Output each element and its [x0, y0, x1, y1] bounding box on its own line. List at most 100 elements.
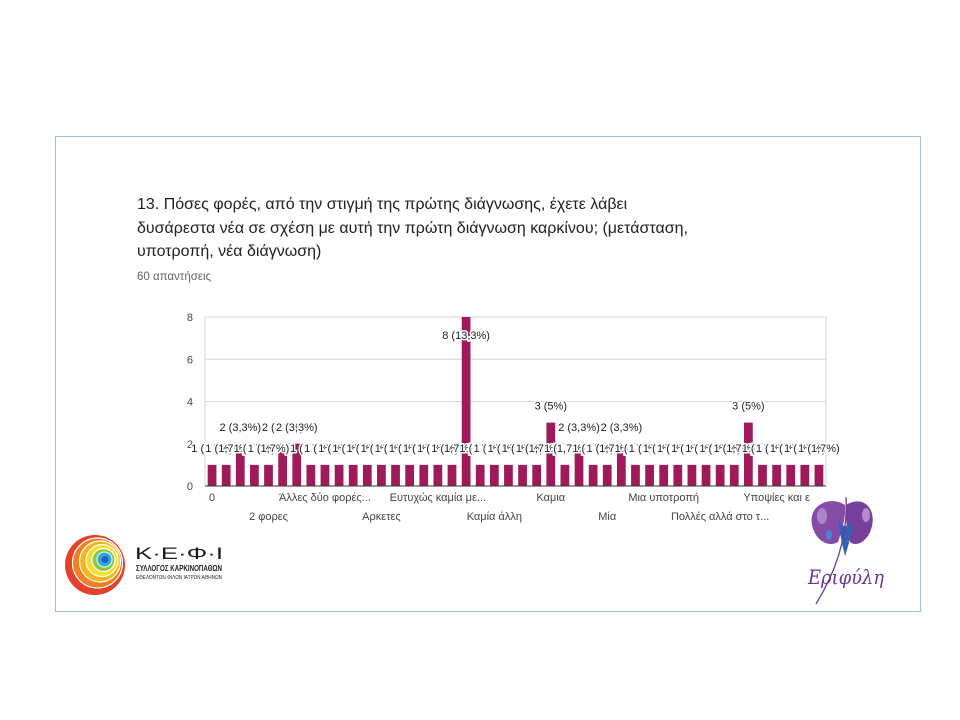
data-label: 1 (1,7%): [699, 443, 741, 455]
x-tick-label: Αρκετες: [362, 511, 401, 523]
data-label: 1 (1,7%): [516, 443, 558, 455]
y-tick-label: 2: [187, 439, 193, 451]
bar: [786, 464, 796, 486]
y-tick-label: 6: [187, 354, 193, 366]
bar: [772, 464, 781, 486]
shell-core: [101, 556, 109, 563]
data-label: 1 (1,7%): [205, 443, 247, 455]
data-label: 8 (13,3%): [442, 330, 490, 342]
bar: [391, 464, 400, 486]
data-label: 1 (1,7%): [248, 443, 290, 455]
bar: [574, 443, 584, 486]
y-tick-label: 0: [187, 481, 193, 493]
bar: [405, 464, 415, 486]
gridlines: [204, 316, 827, 486]
data-label: 1 (1,7%): [657, 443, 699, 455]
bar: [616, 443, 626, 486]
data-label: 1 (1,7%): [798, 443, 840, 455]
bar: [631, 464, 640, 486]
right-wing-accent: [862, 508, 870, 522]
response-count: 60 απαντήσεις: [137, 271, 212, 283]
bar: [292, 443, 302, 486]
x-tick-label: Πολλές αλλά στο τ...: [671, 511, 769, 523]
data-label: 1 (1,7%): [713, 443, 755, 455]
data-label: 1 (1,7%): [629, 443, 671, 455]
data-label: 1 (1,7%): [572, 443, 614, 455]
x-tick-label: Υποψίες και ε: [743, 492, 810, 504]
bar: [504, 464, 513, 486]
x-tick-label: Καμια: [536, 492, 565, 504]
data-label: 1 (1,7%): [474, 443, 516, 455]
data-label: 1 (1,7%): [290, 443, 332, 455]
x-tick-label: Μια υποτροπή: [628, 492, 699, 504]
x-tick-label: Άλλες δύο φορές...: [279, 492, 371, 504]
data-label: 2 (3,3%): [262, 422, 304, 434]
bar: [320, 464, 330, 486]
butterfly-figure-icon: [811, 496, 873, 605]
bar: [334, 464, 344, 486]
data-label: 1 (1,7%): [431, 443, 473, 455]
left-wing-accent: [817, 508, 827, 524]
bar: [758, 464, 767, 486]
bar: [659, 464, 669, 486]
x-tick-label: 2 φορες: [249, 511, 288, 523]
x-tick-label: Καμία άλλη: [467, 511, 522, 523]
bar: [235, 443, 245, 486]
bar: [602, 464, 612, 486]
data-label: 1 (1,7%): [643, 443, 685, 455]
data-label: 1 (1,7%): [685, 443, 727, 455]
data-label: 1 (1,7%): [347, 443, 389, 455]
y-tick-label: 4: [187, 397, 193, 409]
bar: [461, 317, 471, 486]
body-center: [838, 520, 853, 556]
data-label: 1 (1,7%): [318, 443, 360, 455]
bar: [207, 464, 217, 486]
data-label: 1 (1,7%): [488, 443, 530, 455]
bar: [729, 464, 739, 486]
data-label: 3 (5%): [535, 401, 567, 413]
data-label: 1 (1,7%): [784, 443, 826, 455]
data-label: 1 (1,7%): [389, 443, 431, 455]
x-tick-label: Ευτυχώς καμία με...: [390, 492, 486, 504]
kefi-logo: Κ·Ε·Φ·Ι ΣΥΛΛΟΓΟΣ ΚΑΡΚΙΝΟΠΑΘΩΝ ΕΘΕΛΟΝΤΩΝ …: [65, 535, 223, 595]
bar: [250, 464, 259, 486]
bar: [645, 464, 654, 486]
bar: [377, 464, 386, 486]
y-tick-label: 8: [187, 312, 193, 324]
data-label: 1 (1,7%): [403, 443, 445, 455]
chart-card-frame: [55, 136, 921, 612]
data-label: 1 (1,7%): [770, 443, 812, 455]
axes: 0 2 4 6 8 0 2 φορες Άλλες δύο φορές... Αρκετες Ευ…: [187, 312, 826, 523]
bar: [701, 464, 711, 486]
erifyli-logo-name: Εριφύλη: [807, 565, 884, 589]
bar: [348, 464, 358, 486]
x-tick-label: Μία: [598, 511, 617, 523]
x-tick-label: 0: [209, 492, 215, 504]
bar: [800, 464, 810, 486]
data-label: 1 (1,7%): [361, 443, 403, 455]
data-label: 1 (1,7%): [459, 443, 501, 455]
data-label: 1 (1,7%): [191, 443, 233, 455]
data-label: 1 (1,7%): [756, 443, 798, 455]
bar: [560, 464, 570, 486]
kefi-logo-line1: ΣΥΛΛΟΓΟΣ ΚΑΡΚΙΝΟΠΑΘΩΝ: [136, 563, 222, 573]
bar: [814, 464, 824, 486]
stem-line: [815, 496, 847, 605]
data-label: 1 (1,7%): [615, 443, 657, 455]
bar: [687, 464, 697, 486]
bar: [306, 464, 316, 486]
erifyli-logo: Εριφύλη: [807, 496, 884, 605]
data-label: 1 (1,7%): [742, 443, 784, 455]
bar: [419, 464, 429, 486]
data-label: 1 (1,7%): [304, 443, 346, 455]
kefi-logo-name: Κ·Ε·Φ·Ι: [135, 544, 223, 563]
bar: [433, 464, 443, 486]
data-label: 1 (1,7%): [332, 443, 374, 455]
bar: [743, 422, 753, 486]
data-label: 2 (3,3%): [276, 422, 318, 434]
bar: [673, 464, 683, 486]
bar: [546, 422, 556, 486]
bar: [264, 464, 273, 486]
bar-chart: 0 2 4 6 8 0 2 φορες Άλλες δύο φορές... Αρκετες Ευ…: [187, 312, 841, 523]
bar: [278, 443, 288, 486]
